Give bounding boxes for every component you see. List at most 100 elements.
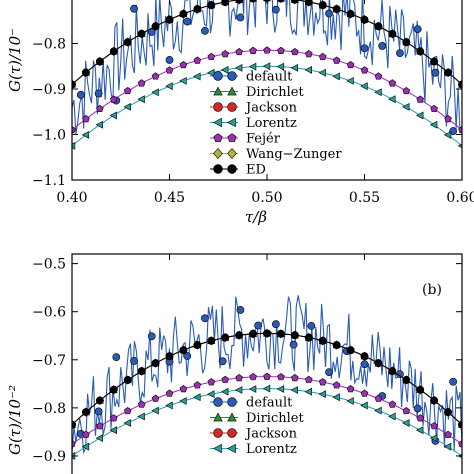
data-point-default <box>201 314 209 323</box>
data-point-lorentz <box>415 111 424 120</box>
data-point-fejr <box>416 414 424 422</box>
data-point-fejr <box>458 125 462 134</box>
data-point-fejr <box>96 104 104 113</box>
data-point-lorentz <box>332 72 340 81</box>
y-tick-label: −1.0 <box>32 128 66 144</box>
data-point-fejr <box>291 374 299 382</box>
data-point-lorentz <box>304 65 312 74</box>
data-point-ed <box>193 341 202 349</box>
data-point-fejr <box>193 56 202 64</box>
data-point-lorentz <box>248 385 257 393</box>
data-point-lorentz <box>360 82 368 91</box>
data-point-default <box>130 4 138 13</box>
data-point-lorentz <box>165 401 173 410</box>
data-point-lorentz <box>95 434 104 443</box>
legend-item-wangzunger: Wang−Zunger <box>210 147 342 162</box>
data-point-fejr <box>263 46 271 54</box>
data-point-lorentz <box>179 76 187 85</box>
legend-label: Fejér <box>246 132 281 147</box>
data-point-lorentz <box>429 120 438 129</box>
data-point-fejr <box>263 372 271 380</box>
x-tick-label: 0.50 <box>251 190 282 206</box>
data-point-lorentz <box>151 88 159 97</box>
data-point-fejr <box>305 50 313 58</box>
data-point-lorentz <box>318 390 326 399</box>
data-point-ed <box>207 336 216 345</box>
data-point-ed <box>249 0 257 3</box>
data-point-fejr <box>137 79 146 87</box>
legend-marker <box>213 164 223 174</box>
legend-marker <box>212 443 222 454</box>
data-point-lorentz <box>123 102 131 111</box>
bottom-tick-marks: −0.5 −0.6 −0.7 −0.8 −0.9 <box>32 254 463 465</box>
data-point-fejr <box>402 406 411 415</box>
legend-label: ED <box>246 163 266 178</box>
bottom-y-axis-label: G(τ)/10⁻² <box>6 385 24 455</box>
data-point-ed <box>82 408 90 417</box>
legend-label: Lorentz <box>246 116 297 131</box>
data-point-fejr <box>151 394 160 402</box>
data-point-lorentz <box>137 95 145 104</box>
legend-marker <box>226 443 236 454</box>
data-point-default <box>165 56 174 64</box>
legend-item-lorentz: Lorentz <box>210 442 297 457</box>
data-point-ed <box>304 333 313 342</box>
data-point-fejr <box>82 430 90 438</box>
legend-label: Dirichlet <box>246 85 304 100</box>
y-tick-label: −0.7 <box>32 353 66 369</box>
data-point-default <box>289 340 298 349</box>
data-point-ed <box>318 336 327 345</box>
data-point-ed <box>249 329 257 338</box>
data-point-fejr <box>165 66 174 74</box>
top-plot-area <box>72 0 462 150</box>
data-point-ed <box>109 385 118 394</box>
series-lorentz <box>72 62 462 150</box>
data-point-lorentz <box>402 102 410 111</box>
series-ed <box>72 329 462 429</box>
x-tick-label: 0.45 <box>154 190 185 206</box>
data-point-fejr <box>235 47 243 56</box>
legend-marker <box>213 133 223 142</box>
data-point-fejr <box>430 104 438 113</box>
top-panel: −0.8 −0.9 −1.0 −1.10.40 0.45 0.50 0.55 0.60 def… <box>6 0 474 226</box>
top-tick-marks: −0.8 −0.9 −1.0 −1.10.40 0.45 0.50 0.55 0.60 <box>32 0 474 206</box>
legend-item-jackson: Jackson <box>210 427 298 442</box>
data-point-lorentz <box>374 406 382 415</box>
data-point-default <box>271 320 280 329</box>
data-point-lorentz <box>332 393 340 402</box>
data-point-ed <box>374 22 383 31</box>
data-point-lorentz <box>429 434 438 443</box>
data-point-fejr <box>444 430 452 438</box>
legend-item-default: default <box>210 70 293 85</box>
data-point-lorentz <box>346 397 354 405</box>
y-tick-label: −1.1 <box>32 173 66 189</box>
data-point-lorentz <box>109 111 117 120</box>
data-point-ed <box>179 346 188 355</box>
data-point-fejr <box>235 374 243 382</box>
legend-label: Wang−Zunger <box>246 147 342 162</box>
data-point-ed <box>374 359 383 368</box>
data-point-ed <box>304 0 313 6</box>
legend-label: Jackson <box>244 427 298 442</box>
data-point-ed <box>416 385 425 394</box>
data-point-ed <box>444 408 452 417</box>
legend-label: default <box>246 396 293 411</box>
data-point-ed <box>179 9 188 18</box>
data-point-default <box>396 49 404 58</box>
data-point-default <box>254 321 263 330</box>
data-point-lorentz <box>81 442 90 451</box>
data-point-fejr <box>360 389 369 397</box>
data-point-ed <box>430 57 439 66</box>
data-point-fejr <box>291 47 299 56</box>
data-point-fejr <box>332 56 341 64</box>
data-point-lorentz <box>276 385 285 393</box>
legend-marker <box>227 71 237 81</box>
data-point-ed <box>318 1 327 9</box>
data-point-lorentz <box>276 62 285 71</box>
series-line-default <box>72 0 462 135</box>
legend-label: Dirichlet <box>246 411 304 426</box>
data-point-ed <box>277 0 285 3</box>
legend-marker <box>227 147 237 160</box>
data-point-lorentz <box>346 76 354 85</box>
legend-marker <box>227 164 237 174</box>
